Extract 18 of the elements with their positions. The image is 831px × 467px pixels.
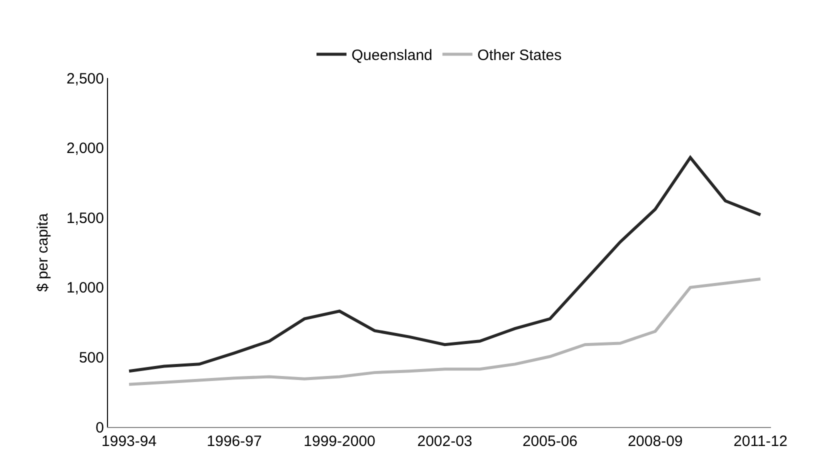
x-tick-label: 2002-03: [417, 433, 472, 450]
x-tick-label: 1996-97: [206, 433, 262, 450]
y-tick-label: 2,000: [66, 140, 104, 158]
y-tick-label: 1,500: [66, 210, 104, 227]
x-tick-label: 2005-06: [522, 433, 578, 450]
x-tick-label: 1993-94: [102, 433, 157, 450]
line-series: [128, 278, 762, 386]
y-tick-label: 500: [78, 349, 104, 366]
y-tick-label: 1,000: [66, 280, 104, 297]
y-tick-label: 0: [96, 419, 104, 436]
x-tick-label: 1999-2000: [304, 433, 376, 450]
y-tick-label: 2,500: [66, 70, 104, 88]
legend-label: Other States: [477, 47, 562, 64]
x-tick-label: 2011-12: [734, 433, 788, 450]
line-series: [128, 156, 762, 373]
x-tick-label: 2008-09: [628, 433, 683, 450]
legend-label: Queensland: [352, 47, 432, 64]
y-axis-title: $ per capita: [34, 212, 52, 292]
